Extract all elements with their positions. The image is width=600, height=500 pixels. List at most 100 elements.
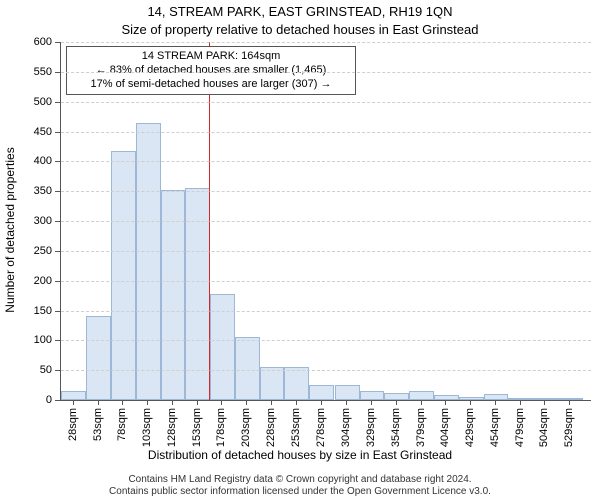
xtick-label: 379sqm — [415, 408, 427, 458]
xtick-label: 103sqm — [141, 408, 153, 458]
ytick-mark — [55, 42, 60, 43]
xtick-mark — [73, 400, 74, 405]
y-axis-label: Number of detached properties — [3, 147, 17, 312]
xtick-label: 253sqm — [290, 408, 302, 458]
xtick-mark — [147, 400, 148, 405]
ytick-mark — [55, 102, 60, 103]
xtick-mark — [172, 400, 173, 405]
xtick-mark — [371, 400, 372, 405]
gridline-h — [61, 311, 591, 312]
footer-line-1: Contains HM Land Registry data © Crown c… — [0, 474, 600, 486]
ytick-mark — [55, 161, 60, 162]
ytick-label: 250 — [0, 245, 52, 257]
gridline-h — [61, 191, 591, 192]
gridline-h — [61, 42, 591, 43]
xtick-label: 454sqm — [489, 408, 501, 458]
ytick-mark — [55, 221, 60, 222]
xtick-label: 203sqm — [240, 408, 252, 458]
xtick-mark — [520, 400, 521, 405]
ytick-label: 100 — [0, 334, 52, 346]
ytick-mark — [55, 311, 60, 312]
xtick-mark — [321, 400, 322, 405]
ytick-label: 300 — [0, 215, 52, 227]
xtick-label: 53sqm — [92, 408, 104, 458]
xtick-label: 278sqm — [315, 408, 327, 458]
histogram-bar — [360, 391, 385, 400]
xtick-mark — [98, 400, 99, 405]
gridline-h — [61, 102, 591, 103]
histogram-bar — [309, 385, 334, 400]
ytick-label: 550 — [0, 66, 52, 78]
histogram-bar — [260, 367, 285, 400]
gridline-h — [61, 221, 591, 222]
xtick-label: 128sqm — [166, 408, 178, 458]
xtick-label: 178sqm — [215, 408, 227, 458]
xtick-mark — [445, 400, 446, 405]
histogram-bar — [335, 385, 360, 400]
histogram-bar — [558, 398, 583, 400]
xtick-label: 329sqm — [365, 408, 377, 458]
xtick-mark — [569, 400, 570, 405]
xtick-mark — [197, 400, 198, 405]
plot-area: 14 STREAM PARK: 164sqm ← 83% of detached… — [60, 42, 591, 401]
ytick-mark — [55, 191, 60, 192]
xtick-mark — [271, 400, 272, 405]
ytick-label: 600 — [0, 36, 52, 48]
xtick-label: 304sqm — [340, 408, 352, 458]
gridline-h — [61, 132, 591, 133]
ytick-mark — [55, 251, 60, 252]
histogram-bar — [284, 367, 309, 400]
ytick-mark — [55, 281, 60, 282]
xtick-label: 354sqm — [390, 408, 402, 458]
annotation-box: 14 STREAM PARK: 164sqm ← 83% of detached… — [66, 46, 356, 95]
histogram-bar — [185, 188, 210, 400]
xtick-mark — [495, 400, 496, 405]
gridline-h — [61, 340, 591, 341]
address-title: 14, STREAM PARK, EAST GRINSTEAD, RH19 1Q… — [0, 4, 600, 19]
xtick-label: 529sqm — [563, 408, 575, 458]
histogram-bar — [384, 393, 409, 400]
xtick-mark — [122, 400, 123, 405]
xtick-label: 504sqm — [538, 408, 550, 458]
ytick-label: 200 — [0, 275, 52, 287]
histogram-bar — [86, 316, 111, 400]
xtick-label: 404sqm — [439, 408, 451, 458]
footer-line-2: Contains public sector information licen… — [0, 486, 600, 498]
xtick-mark — [221, 400, 222, 405]
chart-subtitle: Size of property relative to detached ho… — [0, 22, 600, 37]
ytick-label: 50 — [0, 364, 52, 376]
xtick-mark — [396, 400, 397, 405]
ytick-label: 350 — [0, 185, 52, 197]
gridline-h — [61, 72, 591, 73]
xtick-mark — [421, 400, 422, 405]
xtick-label: 429sqm — [464, 408, 476, 458]
ytick-mark — [55, 72, 60, 73]
xtick-mark — [346, 400, 347, 405]
xtick-label: 228sqm — [265, 408, 277, 458]
xtick-mark — [246, 400, 247, 405]
xtick-mark — [296, 400, 297, 405]
xtick-label: 28sqm — [67, 408, 79, 458]
gridline-h — [61, 251, 591, 252]
xtick-label: 78sqm — [116, 408, 128, 458]
ytick-mark — [55, 400, 60, 401]
ytick-mark — [55, 340, 60, 341]
xtick-label: 153sqm — [191, 408, 203, 458]
gridline-h — [61, 161, 591, 162]
ytick-label: 450 — [0, 126, 52, 138]
chart-container: 14, STREAM PARK, EAST GRINSTEAD, RH19 1Q… — [0, 0, 600, 500]
ytick-label: 0 — [0, 394, 52, 406]
xtick-mark — [470, 400, 471, 405]
annotation-line-2: ← 83% of detached houses are smaller (1,… — [73, 64, 349, 78]
ytick-mark — [55, 370, 60, 371]
histogram-bar — [409, 391, 434, 400]
gridline-h — [61, 370, 591, 371]
xtick-mark — [544, 400, 545, 405]
histogram-bar — [111, 151, 136, 400]
ytick-label: 500 — [0, 96, 52, 108]
footer-attribution: Contains HM Land Registry data © Crown c… — [0, 474, 600, 498]
ytick-label: 400 — [0, 155, 52, 167]
ytick-label: 150 — [0, 305, 52, 317]
annotation-line-3: 17% of semi-detached houses are larger (… — [73, 78, 349, 92]
gridline-h — [61, 281, 591, 282]
